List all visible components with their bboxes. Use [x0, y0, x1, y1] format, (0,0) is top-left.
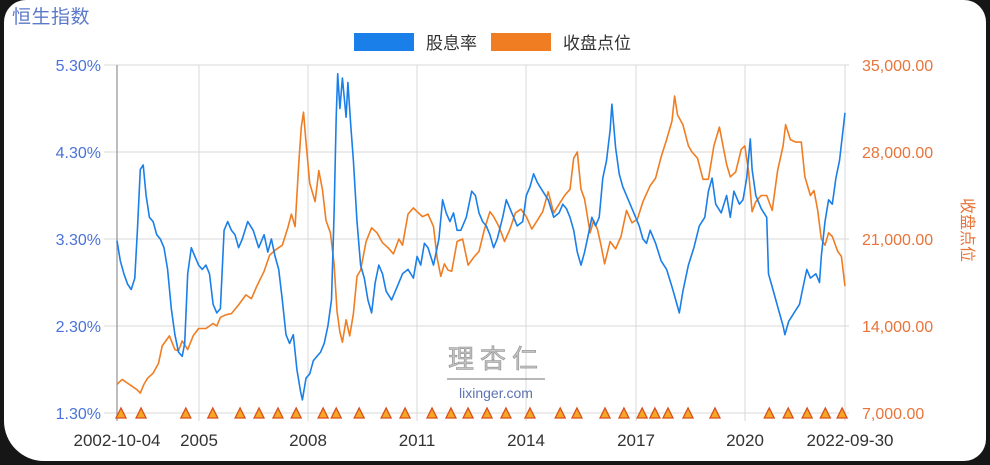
event-marker-triangle-icon[interactable] [836, 406, 849, 419]
event-marker-triangle-icon[interactable] [330, 406, 343, 419]
right-tick-4: 7,000.00 [862, 406, 924, 423]
event-marker-triangle-icon[interactable] [480, 406, 494, 419]
legend-swatch-orange [491, 32, 551, 51]
x-tick-1: 2005 [180, 431, 218, 450]
legend-label-close: 收盘点位 [563, 34, 631, 53]
x-tick-7: 2022-09-30 [807, 431, 894, 450]
event-marker-triangle-icon[interactable] [782, 406, 795, 419]
event-marker-triangle-icon[interactable] [317, 406, 330, 419]
event-marker-triangle-icon[interactable] [234, 406, 247, 419]
x-tick-2: 2008 [289, 431, 327, 450]
chart-title: 恒生指数 [12, 7, 91, 28]
event-marker-triangle-icon[interactable] [617, 406, 630, 419]
watermark-cn: 理杏仁 [448, 345, 544, 375]
left-tick-0: 5.30% [56, 58, 101, 75]
event-marker-triangle-icon[interactable] [425, 406, 439, 419]
left-tick-4: 1.30% [56, 406, 101, 423]
left-axis-ticks: 5.30% 4.30% 3.30% 2.30% 1.30% [56, 58, 101, 423]
event-marker-triangle-icon[interactable] [444, 406, 458, 419]
watermark: 理杏仁 lixinger.com [447, 345, 545, 401]
right-tick-1: 28,000.00 [862, 145, 933, 162]
event-marker-triangle-icon[interactable] [681, 406, 695, 419]
event-marker-triangle-icon[interactable] [380, 406, 393, 419]
right-tick-0: 35,000.00 [862, 58, 933, 75]
event-marker-triangle-icon[interactable] [801, 406, 814, 419]
event-marker-triangle-icon[interactable] [570, 406, 584, 419]
right-tick-3: 14,000.00 [862, 319, 933, 336]
legend-item-close[interactable]: 收盘点位 [491, 29, 631, 54]
right-axis-ticks: 35,000.00 28,000.00 21,000.00 14,000.00 … [862, 58, 933, 423]
event-marker-triangle-icon[interactable] [399, 406, 412, 419]
event-marker-triangle-icon[interactable] [353, 406, 366, 419]
series-line-dividend-yield[interactable] [116, 72, 846, 401]
legend-swatch-blue [354, 32, 414, 51]
event-markers[interactable] [114, 406, 849, 419]
legend: 股息率 收盘点位 [354, 29, 645, 54]
event-marker-triangle-icon[interactable] [648, 406, 661, 419]
x-tick-3: 2011 [399, 431, 436, 450]
left-tick-3: 2.30% [56, 319, 101, 336]
left-tick-2: 3.30% [56, 232, 101, 249]
event-marker-triangle-icon[interactable] [523, 406, 537, 419]
left-tick-1: 4.30% [56, 145, 101, 162]
watermark-en: lixinger.com [459, 385, 533, 401]
x-tick-5: 2017 [617, 431, 655, 450]
event-marker-triangle-icon[interactable] [134, 406, 148, 419]
event-marker-triangle-icon[interactable] [763, 406, 776, 419]
event-marker-triangle-icon[interactable] [708, 406, 722, 419]
x-axis-ticks: 2002-10-04 2005 2008 2011 2014 2017 2020… [74, 431, 894, 450]
event-marker-triangle-icon[interactable] [661, 406, 675, 419]
event-marker-triangle-icon[interactable] [271, 406, 285, 419]
x-tick-0: 2002-10-04 [74, 431, 161, 450]
x-tick-6: 2020 [726, 431, 764, 450]
event-marker-triangle-icon[interactable] [206, 406, 219, 419]
event-marker-triangle-icon[interactable] [819, 406, 832, 419]
series-line-close[interactable] [116, 95, 846, 394]
event-marker-triangle-icon[interactable] [462, 406, 475, 419]
x-tick-4: 2014 [507, 431, 545, 450]
right-tick-2: 21,000.00 [862, 232, 933, 249]
event-marker-triangle-icon[interactable] [114, 406, 128, 419]
right-axis-title: 收盘点位 [958, 198, 977, 262]
legend-label-dividend-yield: 股息率 [426, 34, 477, 53]
event-marker-triangle-icon[interactable] [554, 406, 567, 419]
event-marker-triangle-icon[interactable] [636, 406, 649, 419]
legend-item-dividend-yield[interactable]: 股息率 [354, 29, 477, 54]
event-marker-triangle-icon[interactable] [290, 406, 303, 419]
event-marker-triangle-icon[interactable] [252, 406, 266, 419]
chart-frame: 恒生指数 股息率 收盘点位 [4, 0, 986, 461]
event-marker-triangle-icon[interactable] [499, 406, 512, 419]
event-marker-triangle-icon[interactable] [179, 406, 192, 419]
event-marker-triangle-icon[interactable] [598, 406, 612, 419]
